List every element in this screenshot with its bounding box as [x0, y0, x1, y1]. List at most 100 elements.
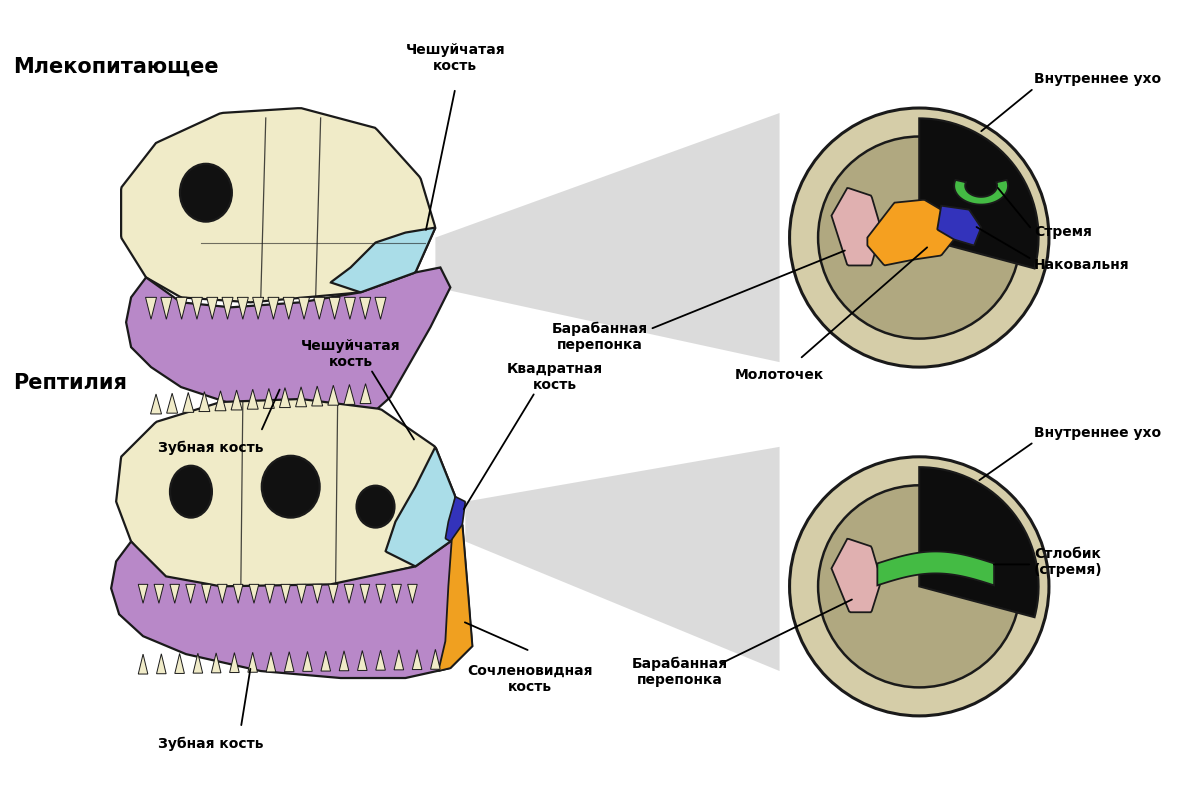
Text: Квадратная
кость: Квадратная кость [508, 362, 604, 392]
Polygon shape [248, 652, 258, 672]
Polygon shape [413, 650, 422, 669]
Polygon shape [222, 297, 233, 320]
Polygon shape [340, 651, 349, 671]
Polygon shape [302, 651, 312, 671]
Polygon shape [358, 650, 367, 670]
Polygon shape [281, 584, 290, 603]
Polygon shape [344, 584, 354, 603]
Polygon shape [232, 390, 242, 410]
Polygon shape [832, 539, 881, 612]
Circle shape [790, 457, 1049, 716]
Text: Чешуйчатая
кость: Чешуйчатая кость [301, 339, 401, 369]
Text: Внутреннее ухо: Внутреннее ухо [1034, 72, 1162, 86]
Text: Барабанная
перепонка: Барабанная перепонка [552, 322, 648, 352]
Polygon shape [206, 297, 217, 320]
Polygon shape [154, 584, 163, 603]
Polygon shape [238, 297, 248, 320]
Polygon shape [266, 652, 276, 672]
Text: Зубная кость: Зубная кость [158, 736, 264, 751]
Polygon shape [438, 524, 473, 671]
Polygon shape [937, 206, 980, 245]
Polygon shape [360, 383, 371, 403]
Polygon shape [360, 584, 370, 603]
Ellipse shape [170, 465, 212, 517]
Polygon shape [314, 297, 325, 320]
Polygon shape [182, 392, 193, 412]
Polygon shape [431, 650, 440, 669]
Polygon shape [156, 654, 166, 673]
Polygon shape [329, 297, 340, 320]
Polygon shape [344, 297, 355, 320]
Text: Сочленовидная
кость: Сочленовидная кость [468, 664, 593, 694]
Polygon shape [329, 584, 338, 603]
Polygon shape [445, 497, 466, 541]
Polygon shape [954, 180, 1008, 205]
Polygon shape [253, 297, 264, 320]
Circle shape [790, 108, 1049, 367]
Polygon shape [202, 584, 211, 603]
Polygon shape [265, 584, 275, 603]
Polygon shape [328, 385, 338, 405]
Polygon shape [233, 584, 242, 603]
Polygon shape [121, 108, 436, 302]
Polygon shape [280, 387, 290, 407]
Polygon shape [376, 584, 385, 603]
Polygon shape [877, 552, 994, 585]
Polygon shape [145, 297, 156, 320]
Circle shape [818, 136, 1020, 339]
Text: Рептилия: Рептилия [13, 373, 127, 393]
Polygon shape [331, 228, 436, 292]
Text: Барабанная
перепонка: Барабанная перепонка [631, 657, 728, 687]
Polygon shape [138, 584, 148, 603]
Polygon shape [466, 447, 780, 671]
Text: Млекопитающее: Млекопитающее [13, 57, 218, 77]
Text: Стремя: Стремя [1034, 225, 1092, 238]
Polygon shape [832, 188, 881, 265]
Polygon shape [193, 654, 203, 673]
Polygon shape [229, 653, 239, 673]
Polygon shape [175, 654, 185, 673]
Polygon shape [126, 268, 450, 417]
Polygon shape [394, 650, 403, 669]
Polygon shape [312, 584, 322, 603]
Polygon shape [408, 584, 418, 603]
Polygon shape [170, 584, 180, 603]
Polygon shape [344, 384, 355, 404]
Polygon shape [138, 654, 148, 674]
Text: Внутреннее ухо: Внутреннее ухо [1034, 426, 1162, 440]
Polygon shape [186, 584, 196, 603]
Polygon shape [312, 386, 323, 406]
Polygon shape [385, 447, 455, 566]
Polygon shape [176, 297, 187, 320]
Polygon shape [199, 391, 210, 411]
Polygon shape [296, 584, 306, 603]
Polygon shape [376, 297, 386, 320]
Polygon shape [283, 297, 294, 320]
Text: Наковальня: Наковальня [1034, 258, 1129, 273]
Ellipse shape [262, 456, 319, 517]
Text: Чешуйчатая
кость: Чешуйчатая кость [406, 43, 505, 73]
Polygon shape [268, 297, 278, 320]
Ellipse shape [180, 164, 232, 222]
Polygon shape [392, 584, 401, 603]
Polygon shape [299, 297, 310, 320]
Polygon shape [250, 584, 259, 603]
Polygon shape [436, 113, 780, 362]
Polygon shape [161, 297, 172, 320]
Polygon shape [868, 200, 956, 265]
Polygon shape [376, 650, 385, 670]
Ellipse shape [356, 485, 395, 528]
Text: Стлобик
(стремя): Стлобик (стремя) [1034, 548, 1103, 577]
Polygon shape [284, 652, 294, 672]
Text: Зубная кость: Зубная кость [158, 441, 264, 455]
Polygon shape [247, 389, 258, 409]
Polygon shape [112, 524, 473, 678]
Polygon shape [116, 399, 455, 588]
Polygon shape [192, 297, 203, 320]
Wedge shape [919, 119, 1038, 269]
Polygon shape [360, 297, 371, 320]
Polygon shape [217, 584, 227, 603]
Polygon shape [150, 394, 162, 414]
Polygon shape [320, 651, 330, 671]
Circle shape [818, 485, 1020, 687]
